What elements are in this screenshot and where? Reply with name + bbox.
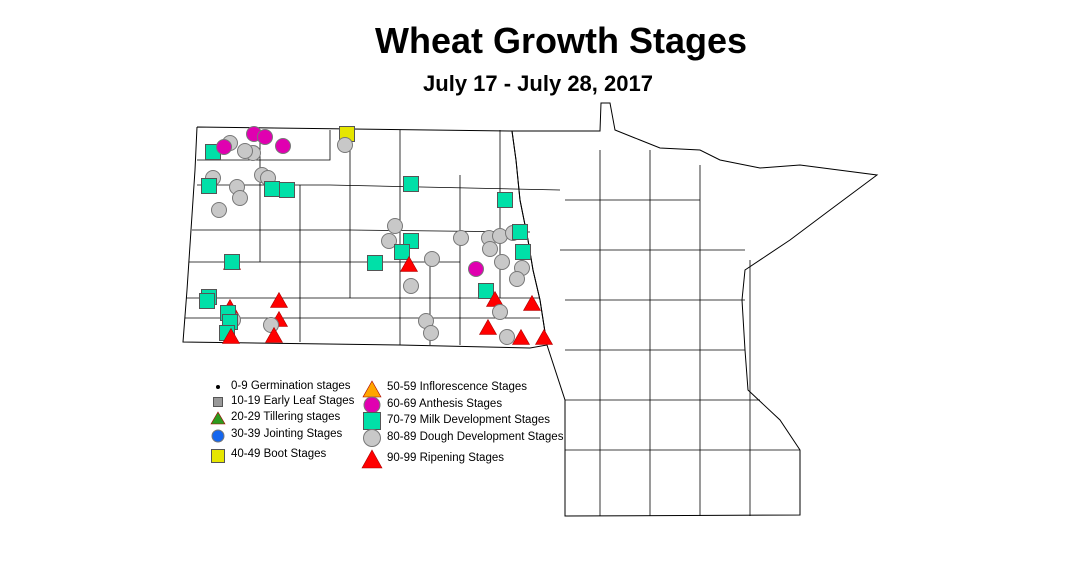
- map-title: Wheat Growth Stages: [374, 20, 748, 61]
- county-line: [329, 184, 561, 191]
- legend-label: 90-99 Ripening Stages: [387, 452, 504, 464]
- legend-label: 0-9 Germination stages: [231, 380, 351, 392]
- marker-square: [403, 176, 419, 192]
- marker-triangle: [534, 328, 554, 345]
- marker-circle: [387, 218, 403, 234]
- marker-square: [497, 192, 513, 208]
- marker-circle: [263, 317, 279, 333]
- legend-symbol-square: [211, 449, 225, 463]
- marker-circle: [424, 251, 440, 267]
- marker-triangle: [522, 294, 542, 311]
- legend-symbol-circle: [363, 396, 381, 414]
- legend-symbol-square: [363, 412, 381, 430]
- observation-markers: [199, 126, 554, 345]
- legend-symbols: [210, 380, 383, 469]
- marker-circle: [494, 254, 510, 270]
- marker-circle: [275, 138, 291, 154]
- marker-triangle: [269, 291, 289, 308]
- marker-square: [201, 178, 217, 194]
- marker-circle: [468, 261, 484, 277]
- marker-triangle: [399, 255, 419, 272]
- legend-symbol-triangle: [361, 449, 383, 469]
- marker-circle: [492, 304, 508, 320]
- marker-circle: [499, 329, 515, 345]
- marker-triangle: [221, 327, 241, 344]
- marker-circle: [403, 278, 419, 294]
- marker-square: [264, 181, 280, 197]
- marker-square: [478, 283, 494, 299]
- legend-symbol-circle: [363, 429, 381, 447]
- marker-square: [367, 255, 383, 271]
- marker-square: [224, 254, 240, 270]
- marker-circle: [237, 143, 253, 159]
- county-line: [197, 130, 331, 161]
- marker-circle: [482, 241, 498, 257]
- marker-square: [515, 244, 531, 260]
- legend-label: 10-19 Early Leaf Stages: [231, 395, 355, 407]
- marker-square: [199, 293, 215, 309]
- legend-symbol-dot: [216, 385, 220, 389]
- marker-circle: [423, 325, 439, 341]
- marker-square: [394, 244, 410, 260]
- legend-label: 40-49 Boot Stages: [231, 448, 327, 460]
- marker-square: [512, 224, 528, 240]
- marker-circle: [232, 190, 248, 206]
- legend-label: 20-29 Tillering stages: [231, 411, 341, 423]
- legend-symbol-square: [213, 397, 223, 407]
- marker-triangle: [264, 326, 284, 343]
- marker-circle: [216, 139, 232, 155]
- legend-label: 50-59 Inflorescence Stages: [387, 381, 528, 393]
- marker-circle: [337, 137, 353, 153]
- legend-symbol-triangle: [210, 411, 226, 425]
- marker-square: [279, 182, 295, 198]
- legend-symbol-triangle: [362, 380, 382, 398]
- minnesota-outline: [511, 102, 879, 517]
- state-outlines: [182, 102, 879, 517]
- marker-circle: [257, 129, 273, 145]
- marker-triangle: [478, 318, 498, 335]
- marker-circle: [509, 271, 525, 287]
- marker-circle: [492, 228, 508, 244]
- legend-label: 60-69 Anthesis Stages: [387, 398, 503, 410]
- legend-label: 30-39 Jointing Stages: [231, 428, 343, 440]
- map-subtitle: July 17 - July 28, 2017: [423, 71, 653, 96]
- marker-circle: [453, 230, 469, 246]
- marker-circle: [211, 202, 227, 218]
- legend-label: 70-79 Milk Development Stages: [387, 414, 550, 426]
- marker-triangle: [511, 328, 531, 345]
- marker-circle: [381, 233, 397, 249]
- legend-symbol-circle: [211, 429, 225, 443]
- legend-label: 80-89 Dough Development Stages: [387, 431, 564, 443]
